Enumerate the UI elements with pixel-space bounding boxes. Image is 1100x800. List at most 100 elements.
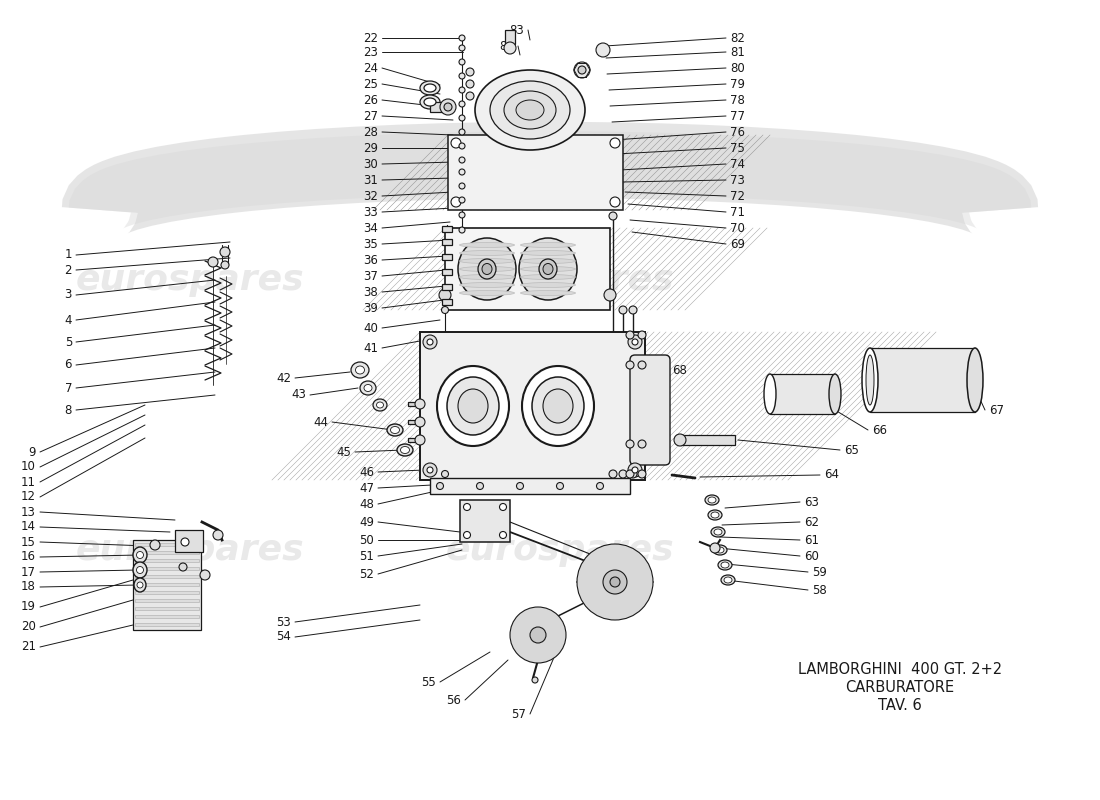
Bar <box>442 254 452 260</box>
Text: 55: 55 <box>421 675 436 689</box>
Text: 67: 67 <box>989 403 1004 417</box>
Ellipse shape <box>711 512 719 518</box>
Text: 25: 25 <box>363 78 378 90</box>
Circle shape <box>179 563 187 571</box>
Ellipse shape <box>134 578 146 592</box>
Text: 64: 64 <box>824 469 839 482</box>
Text: 66: 66 <box>872 423 887 437</box>
Bar <box>135 591 199 594</box>
Circle shape <box>626 440 634 448</box>
Circle shape <box>459 115 465 121</box>
Bar <box>430 102 450 112</box>
Circle shape <box>609 470 617 478</box>
Ellipse shape <box>713 545 727 555</box>
Circle shape <box>440 99 456 115</box>
Ellipse shape <box>458 238 516 300</box>
Circle shape <box>220 247 230 257</box>
Bar <box>420 332 645 480</box>
Text: 47: 47 <box>359 482 374 494</box>
Bar <box>770 374 835 414</box>
Circle shape <box>459 212 465 218</box>
FancyBboxPatch shape <box>630 355 670 465</box>
Ellipse shape <box>373 399 387 411</box>
Text: 63: 63 <box>804 495 818 509</box>
Text: 5: 5 <box>65 335 72 349</box>
Bar <box>442 284 452 290</box>
Circle shape <box>626 361 634 369</box>
Bar <box>442 226 452 232</box>
Circle shape <box>463 531 471 538</box>
Circle shape <box>441 470 449 478</box>
Text: 9: 9 <box>29 446 36 458</box>
Text: eurospares: eurospares <box>446 533 674 567</box>
Ellipse shape <box>400 446 409 454</box>
Circle shape <box>424 463 437 477</box>
Bar <box>442 299 452 305</box>
Ellipse shape <box>133 547 147 563</box>
Text: 10: 10 <box>21 461 36 474</box>
Ellipse shape <box>714 529 722 535</box>
Ellipse shape <box>520 266 575 271</box>
Text: 36: 36 <box>363 254 378 266</box>
Circle shape <box>710 543 720 553</box>
Ellipse shape <box>360 381 376 395</box>
Bar <box>505 30 515 44</box>
Text: 34: 34 <box>363 222 378 234</box>
Circle shape <box>415 435 425 445</box>
Circle shape <box>629 306 637 314</box>
Bar <box>870 348 975 412</box>
Circle shape <box>632 339 638 345</box>
Circle shape <box>499 531 506 538</box>
Ellipse shape <box>520 258 575 263</box>
Text: 50: 50 <box>360 534 374 546</box>
Circle shape <box>609 212 617 220</box>
Circle shape <box>603 570 627 594</box>
Circle shape <box>574 62 590 78</box>
Circle shape <box>610 577 620 587</box>
Ellipse shape <box>520 250 575 255</box>
Text: 14: 14 <box>21 521 36 534</box>
Circle shape <box>459 45 465 51</box>
Circle shape <box>439 289 451 301</box>
Circle shape <box>208 257 218 267</box>
Bar <box>448 135 623 210</box>
Text: 11: 11 <box>21 475 36 489</box>
Circle shape <box>626 331 634 339</box>
Text: 24: 24 <box>363 62 378 74</box>
Bar <box>408 402 422 406</box>
Circle shape <box>517 482 524 490</box>
Ellipse shape <box>539 259 557 279</box>
Circle shape <box>476 482 484 490</box>
Text: eurospares: eurospares <box>446 263 674 297</box>
Bar <box>135 599 199 602</box>
Text: TAV. 6: TAV. 6 <box>878 698 922 714</box>
Ellipse shape <box>718 560 732 570</box>
Bar <box>446 228 611 310</box>
Ellipse shape <box>711 527 725 537</box>
Ellipse shape <box>387 424 403 436</box>
Bar <box>460 500 510 542</box>
Circle shape <box>459 87 465 93</box>
Text: 2: 2 <box>65 263 72 277</box>
Ellipse shape <box>136 566 143 574</box>
Text: eurospares: eurospares <box>76 533 305 567</box>
Circle shape <box>638 470 646 478</box>
Text: 16: 16 <box>21 550 36 563</box>
Text: 78: 78 <box>730 94 745 106</box>
Text: 26: 26 <box>363 94 378 106</box>
Bar <box>442 269 452 275</box>
Bar <box>133 540 201 630</box>
Circle shape <box>638 361 646 369</box>
Circle shape <box>632 467 638 473</box>
Ellipse shape <box>460 282 515 287</box>
Text: 40: 40 <box>363 322 378 334</box>
Ellipse shape <box>138 582 143 588</box>
Text: 49: 49 <box>359 515 374 529</box>
Text: 43: 43 <box>292 389 306 402</box>
Bar <box>408 438 422 442</box>
Ellipse shape <box>866 355 874 405</box>
Text: 74: 74 <box>730 158 745 170</box>
Ellipse shape <box>862 348 878 412</box>
Circle shape <box>441 306 449 314</box>
Bar <box>135 623 199 626</box>
